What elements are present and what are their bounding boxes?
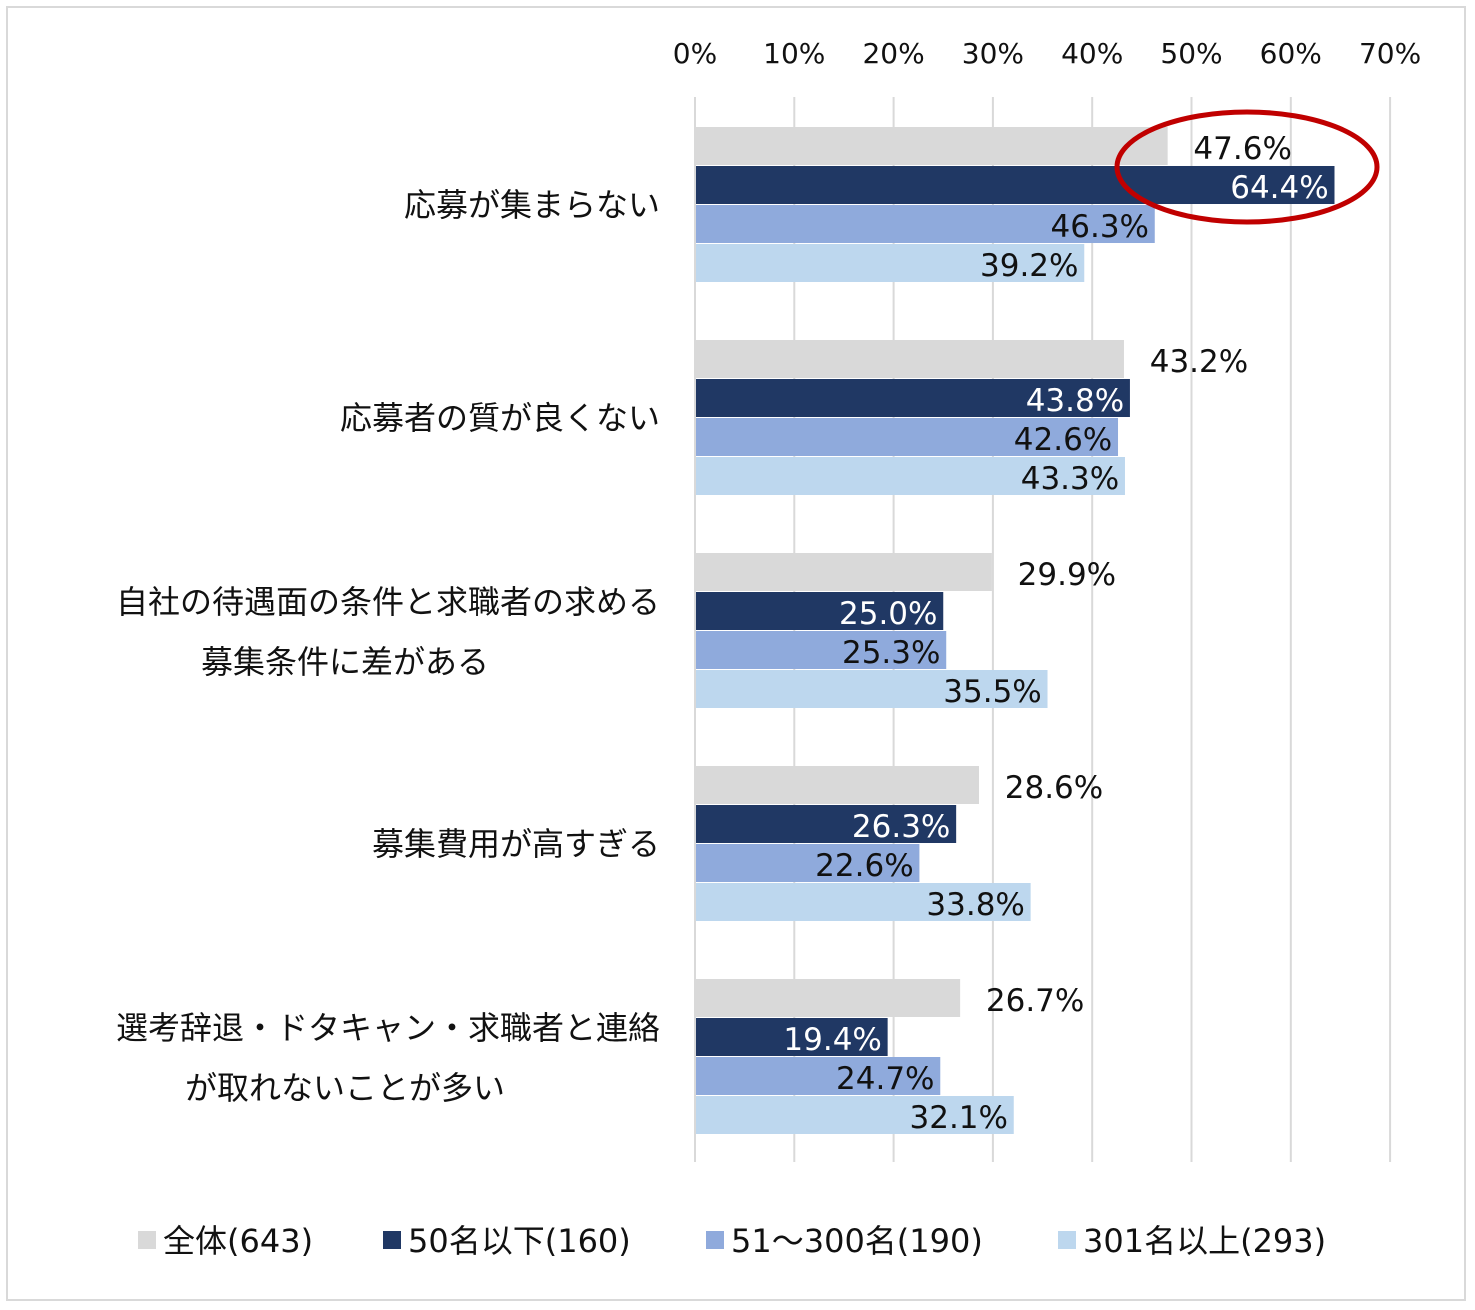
bar-2-3 (695, 670, 1048, 708)
data-label: 46.3% (1051, 209, 1149, 245)
data-label: 19.4% (783, 1022, 881, 1058)
bar-3-2 (695, 844, 920, 882)
legend-label: 51～300名(190) (731, 1222, 983, 1260)
x-tick-label: 10% (763, 37, 825, 70)
legend-label: 50名以下(160) (408, 1222, 631, 1260)
bar-4-1 (695, 1018, 888, 1056)
category-label: 選考辞退・ドタキャン・求職者と連絡 (116, 1009, 660, 1047)
data-label: 26.7% (986, 983, 1084, 1019)
bar-1-2 (695, 418, 1119, 456)
data-label: 22.6% (815, 848, 913, 884)
x-tick-label: 20% (862, 37, 924, 70)
bar-0-3 (695, 244, 1085, 282)
x-tick-label: 30% (962, 37, 1024, 70)
bar-2-1 (695, 592, 944, 630)
category-label: が取れないことが多い (185, 1069, 505, 1107)
legend-swatch (706, 1231, 724, 1249)
data-label: 32.1% (910, 1100, 1008, 1136)
x-tick-label: 50% (1160, 37, 1222, 70)
bar-3-1 (695, 805, 957, 843)
data-label: 25.0% (839, 596, 937, 632)
bar-4-2 (695, 1057, 941, 1095)
data-label: 64.4% (1230, 170, 1328, 206)
category-label: 募集費用が高すぎる (372, 825, 660, 863)
bar-3-3 (695, 883, 1031, 921)
legend-label: 全体(643) (163, 1222, 313, 1260)
bar-1-1 (695, 379, 1130, 417)
bar-2-2 (695, 631, 947, 669)
bar-1-0 (695, 340, 1124, 378)
data-label: 28.6% (1005, 770, 1103, 806)
data-label: 24.7% (836, 1061, 934, 1097)
bar-0-2 (695, 205, 1155, 243)
bar-4-3 (695, 1096, 1014, 1134)
highlight-ellipse (1114, 109, 1380, 225)
category-label: 応募が集まらない (404, 186, 660, 224)
x-tick-label: 40% (1061, 37, 1123, 70)
legend-label: 301名以上(293) (1083, 1222, 1326, 1260)
bar-3-0 (695, 766, 979, 804)
legend-swatch (138, 1231, 156, 1249)
x-tick-label: 0% (673, 37, 717, 70)
bar-0-0 (695, 127, 1168, 165)
category-label: 募集条件に差がある (201, 643, 489, 681)
x-tick-label: 60% (1260, 37, 1322, 70)
data-label: 43.3% (1021, 461, 1119, 497)
data-label: 43.8% (1026, 383, 1124, 419)
data-label: 43.2% (1150, 344, 1248, 380)
data-label: 29.9% (1018, 557, 1116, 593)
bar-0-1 (695, 166, 1335, 204)
category-label: 自社の待遇面の条件と求職者の求める (116, 583, 660, 621)
category-label: 応募者の質が良くない (340, 399, 660, 437)
data-label: 25.3% (842, 635, 940, 671)
data-label: 26.3% (852, 809, 950, 845)
data-label: 42.6% (1014, 422, 1112, 458)
data-label: 35.5% (943, 674, 1041, 710)
bar-4-0 (695, 979, 961, 1017)
legend-swatch (1058, 1231, 1076, 1249)
data-label: 39.2% (980, 248, 1078, 284)
legend-swatch (383, 1231, 401, 1249)
bar-2-0 (695, 553, 992, 591)
bar-1-3 (695, 457, 1125, 495)
data-label: 33.8% (926, 887, 1024, 923)
data-label: 47.6% (1193, 131, 1291, 167)
x-tick-label: 70% (1359, 37, 1421, 70)
